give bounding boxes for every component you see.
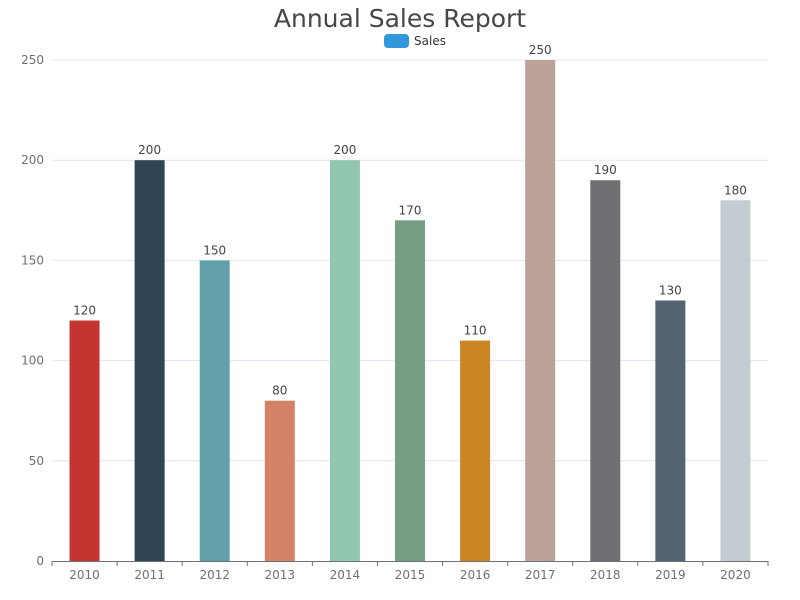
bar (525, 60, 556, 561)
bar (590, 180, 621, 562)
bar (329, 160, 360, 561)
x-tick-label: 2016 (460, 568, 491, 582)
x-tick-label: 2012 (199, 568, 230, 582)
y-tick-label: 100 (21, 354, 44, 368)
bar (264, 400, 295, 561)
bar (655, 300, 686, 561)
data-label: 180 (724, 183, 747, 197)
y-tick-label: 0 (36, 554, 44, 568)
legend: Sales (0, 34, 800, 51)
y-tick-label: 200 (21, 153, 44, 167)
x-tick-label: 2010 (69, 568, 100, 582)
x-tick-label: 2014 (330, 568, 361, 582)
data-label: 250 (529, 43, 552, 57)
bar (199, 260, 230, 561)
chart-title: Annual Sales Report (273, 4, 527, 33)
data-label: 120 (73, 304, 96, 318)
x-tick-label: 2018 (590, 568, 621, 582)
bar (720, 200, 751, 561)
y-tick-label: 50 (29, 454, 44, 468)
x-tick-label: 2020 (720, 568, 751, 582)
legend-swatch (384, 34, 410, 48)
data-label: 190 (594, 163, 617, 177)
bar (134, 160, 165, 561)
bar (460, 340, 491, 561)
data-label: 200 (138, 143, 161, 157)
bar (69, 320, 100, 561)
x-tick-label: 2013 (265, 568, 296, 582)
x-tick-label: 2011 (134, 568, 165, 582)
x-tick-label: 2019 (655, 568, 686, 582)
data-label: 200 (333, 143, 356, 157)
legend-item-sales[interactable]: Sales (384, 34, 446, 48)
legend-label: Sales (414, 34, 446, 48)
bar (395, 220, 425, 561)
y-tick-label: 250 (21, 53, 44, 67)
x-tick-label: 2017 (525, 568, 556, 582)
data-label: 110 (464, 324, 487, 338)
data-label: 80 (272, 384, 287, 398)
data-label: 150 (203, 243, 226, 257)
data-label: 130 (659, 283, 682, 297)
y-tick-label: 150 (21, 253, 44, 267)
data-label: 170 (399, 203, 422, 217)
x-tick-label: 2015 (395, 568, 426, 582)
